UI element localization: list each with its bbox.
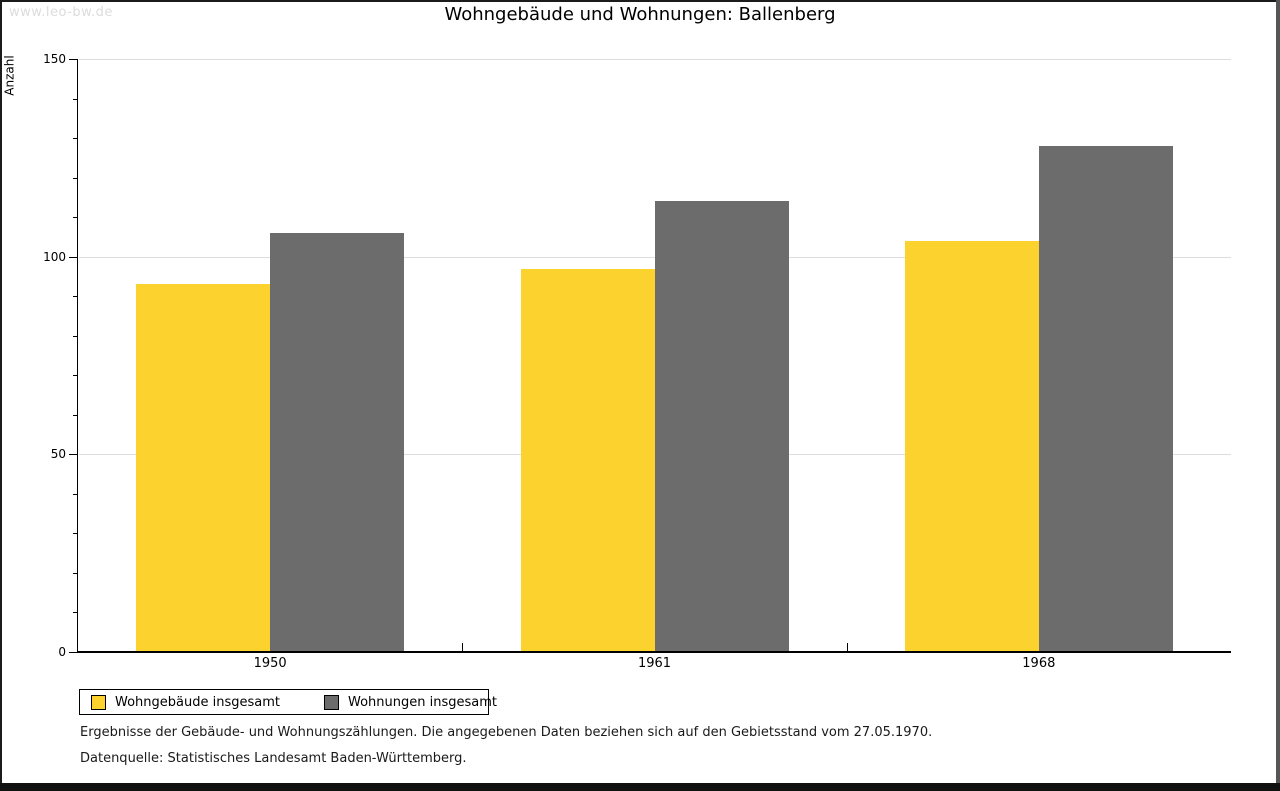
x-separator-tick-2 xyxy=(846,643,848,651)
y-tick-0 xyxy=(69,652,78,653)
legend-label: Wohnungen insgesamt xyxy=(348,694,497,710)
legend: Wohngebäude insgesamt Wohnungen insgesamt xyxy=(79,689,497,715)
y-tick-140 xyxy=(73,98,78,100)
legend-swatch-icon xyxy=(324,694,339,710)
y-tick-10 xyxy=(73,612,78,614)
bar-1961-wohngebaeude xyxy=(520,268,655,652)
frame-border-top xyxy=(0,0,1280,2)
y-tick-20 xyxy=(73,572,78,574)
y-tick-150 xyxy=(69,59,78,60)
legend-swatch-icon xyxy=(91,694,106,710)
footnote-data-source: Datenquelle: Statistisches Landesamt Bad… xyxy=(80,751,467,766)
frame-border-bottom xyxy=(0,783,1280,791)
x-category-label-1950: 1950 xyxy=(253,656,287,671)
y-tick-80 xyxy=(73,335,78,337)
y-tick-40 xyxy=(73,493,78,495)
y-axis-line xyxy=(77,59,78,652)
bar-1961-wohnungen xyxy=(654,201,789,652)
footnote-source-note: Ergebnisse der Gebäude- und Wohnungszähl… xyxy=(80,725,933,740)
y-tick-label-50: 50 xyxy=(50,447,66,462)
gridline-150 xyxy=(79,59,1231,60)
bar-1968-wohngebaeude xyxy=(904,240,1039,652)
y-tick-label-100: 100 xyxy=(43,249,66,264)
chart-title: Wohngebäude und Wohnungen: Ballenberg xyxy=(444,4,836,25)
x-axis-line xyxy=(77,651,1231,653)
y-tick-30 xyxy=(73,533,78,535)
watermark: www.leo-bw.de xyxy=(9,5,113,20)
y-tick-50 xyxy=(69,454,78,456)
y-tick-60 xyxy=(73,414,78,416)
x-category-label-1961: 1961 xyxy=(637,656,672,671)
frame-border-left xyxy=(0,0,2,791)
legend-item-wohngebaeude: Wohngebäude insgesamt xyxy=(91,694,280,710)
y-tick-70 xyxy=(73,375,78,377)
y-tick-110 xyxy=(73,217,78,219)
x-separator-tick-1 xyxy=(462,643,464,651)
y-tick-label-0: 0 xyxy=(58,645,66,659)
y-tick-120 xyxy=(73,177,78,179)
x-category-label-1968: 1968 xyxy=(1022,656,1056,671)
y-tick-130 xyxy=(73,138,78,140)
bar-1950-wohnungen xyxy=(270,232,405,652)
y-tick-90 xyxy=(73,296,78,298)
y-tick-label-150: 150 xyxy=(43,52,66,66)
y-tick-100 xyxy=(69,256,78,258)
bar-1950-wohngebaeude xyxy=(136,284,271,652)
legend-label: Wohngebäude insgesamt xyxy=(115,694,280,710)
bar-1968-wohnungen xyxy=(1038,145,1173,652)
legend-item-wohnungen: Wohnungen insgesamt xyxy=(324,694,497,710)
frame-border-right xyxy=(1276,0,1280,791)
